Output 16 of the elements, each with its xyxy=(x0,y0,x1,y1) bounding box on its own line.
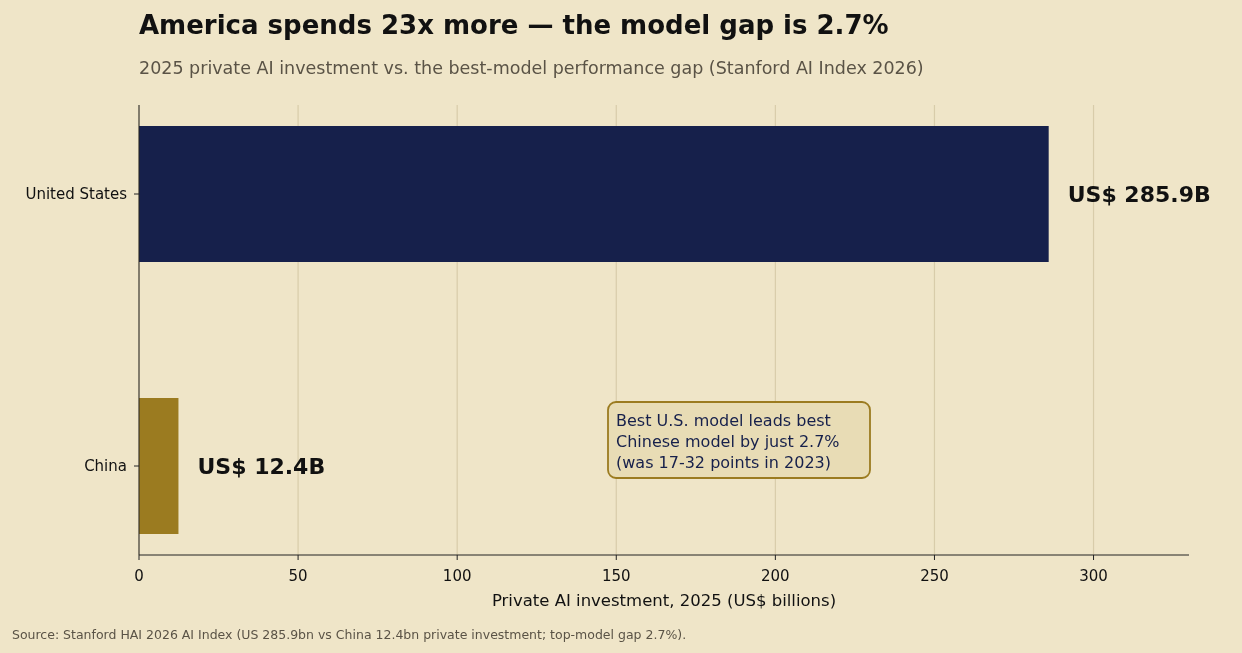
chart-title: America spends 23x more — the model gap is 2.7% xyxy=(139,10,889,40)
x-tick-label: 150 xyxy=(601,567,631,585)
x-tick-label: 100 xyxy=(442,567,472,585)
x-tick-label: 50 xyxy=(288,567,308,585)
x-tick-label: 200 xyxy=(761,567,790,585)
data-label: US$ 12.4B xyxy=(197,453,326,479)
x-tick-label: 250 xyxy=(920,567,949,585)
annotation: Best U.S. model leads best Chinese model by just 2.7% (was 17-32 points in 2023) xyxy=(616,411,840,472)
chart-subtitle: 2025 private AI investment vs. the best-model performance gap (Stanford AI Index 2026) xyxy=(139,58,924,78)
data-label: US$ 285.9B xyxy=(1067,181,1211,207)
x-tick-label: 0 xyxy=(134,567,144,585)
y-tick-label: United States xyxy=(25,185,128,204)
x-tick-label: 300 xyxy=(1079,567,1108,585)
x-axis-title: Private AI investment, 2025 (US$ billions) xyxy=(491,591,837,610)
y-tick-label: China xyxy=(84,457,127,476)
source-note: Source: Stanford HAI 2026 AI Index (US 285.9bn vs China 12.4bn private investment; top-model gap 2.7%). xyxy=(12,627,687,642)
